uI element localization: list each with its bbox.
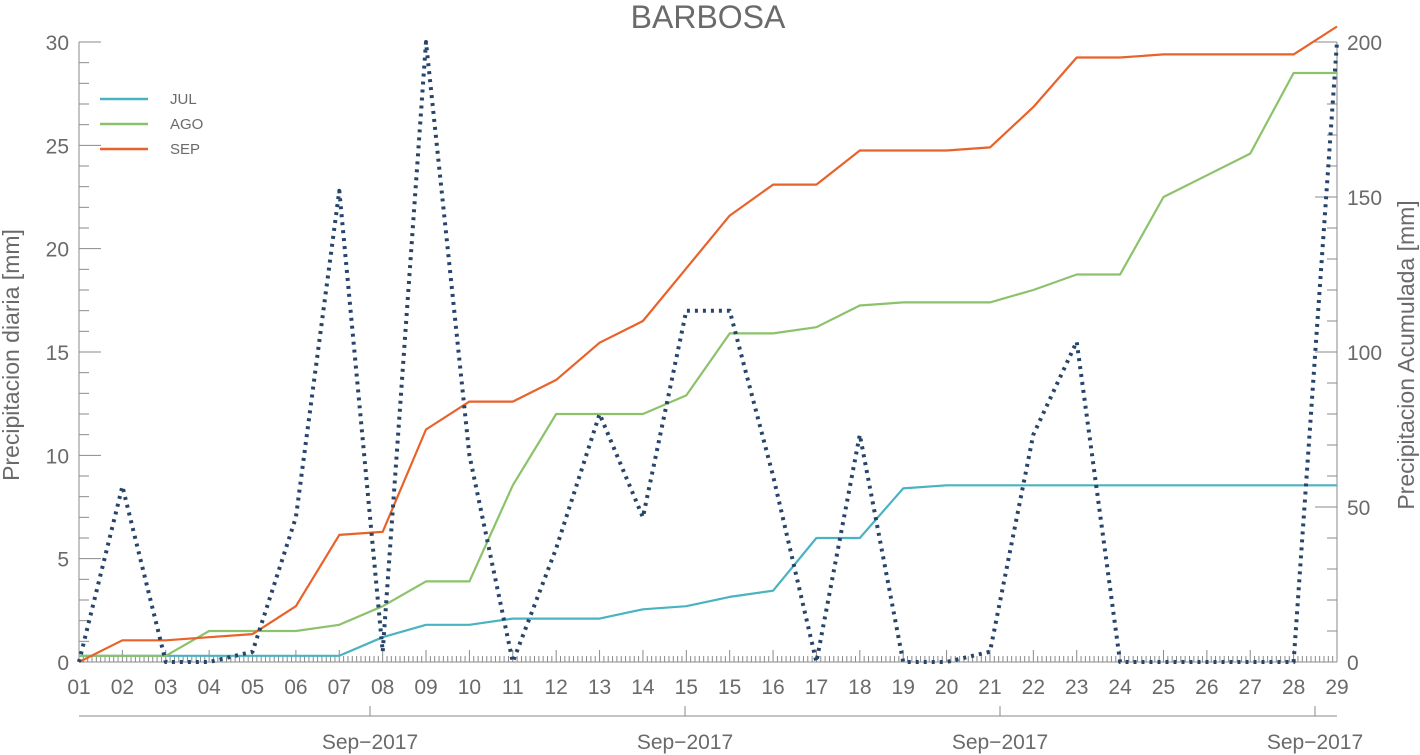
x-tick-label: 03 xyxy=(154,676,177,699)
left-tick-label: 25 xyxy=(46,135,69,158)
x-tick-label: 26 xyxy=(1195,676,1218,699)
date-tick-label: Sep−2017 xyxy=(952,731,1048,754)
left-tick-label: 15 xyxy=(46,342,69,365)
x-tick-label: 01 xyxy=(67,676,90,699)
chart-title: BARBOSA xyxy=(631,0,786,35)
x-tick-label: 21 xyxy=(978,676,1001,699)
series-line-sep xyxy=(78,25,1338,663)
left-y-axis-label: Precipitacion diaria [mm] xyxy=(0,229,24,481)
x-tick-label: 12 xyxy=(544,676,567,699)
right-tick-label: 50 xyxy=(1347,497,1370,520)
x-tick-label: 05 xyxy=(241,676,264,699)
x-tick-label: 10 xyxy=(458,676,481,699)
left-tick-label: 30 xyxy=(46,32,69,55)
right-tick-label: 100 xyxy=(1347,342,1382,365)
right-tick-label: 150 xyxy=(1347,187,1382,210)
x-tick-label: 11 xyxy=(502,676,524,699)
x-tick-label: 06 xyxy=(284,676,307,699)
series-layer xyxy=(77,25,1339,664)
x-tick-label: 15 xyxy=(675,676,698,699)
right-tick-label: 200 xyxy=(1347,32,1382,55)
x-tick-label: 20 xyxy=(935,676,958,699)
x-tick-label: 24 xyxy=(1108,676,1132,699)
x-tick-label: 28 xyxy=(1282,676,1305,699)
left-tick-label: 0 xyxy=(57,652,69,675)
x-tick-label: 29 xyxy=(1325,676,1348,699)
legend-label-jul: JUL xyxy=(170,91,197,108)
left-tick-label: 5 xyxy=(57,549,69,572)
series-line-daily xyxy=(77,40,1339,664)
x-tick-label: 27 xyxy=(1239,676,1262,699)
legend-label-sep: SEP xyxy=(170,141,200,158)
legend: JUL AGO SEP xyxy=(100,91,203,158)
series-line-ago xyxy=(79,71,1337,657)
x-tick-label: 18 xyxy=(848,676,871,699)
x-axis: 01 02 03 04 05 06 07 08 09 10 11 12 13 14 15 15 16 17 18 19… xyxy=(67,650,1363,754)
x-tick-label: 25 xyxy=(1152,676,1175,699)
x-tick-label: 09 xyxy=(414,676,437,699)
x-tick-label: 02 xyxy=(111,676,134,699)
x-tick-label: 08 xyxy=(371,676,394,699)
x-tick-label: 07 xyxy=(328,676,351,699)
date-tick-label: Sep−2017 xyxy=(1267,731,1363,754)
x-tick-label: 19 xyxy=(892,676,915,699)
left-y-axis: 0 5 10 15 20 25 30 xyxy=(46,32,101,675)
right-tick-label: 0 xyxy=(1347,652,1359,675)
x-tick-label: 16 xyxy=(761,676,784,699)
series-line-jul xyxy=(79,484,1337,657)
x-tick-label: 22 xyxy=(1022,676,1045,699)
left-tick-label: 20 xyxy=(46,239,69,262)
x-tick-label: 14 xyxy=(631,676,655,699)
right-y-axis: 0 50 100 150 200 xyxy=(1315,32,1382,675)
x-tick-label: 17 xyxy=(805,676,828,699)
date-tick-label: Sep−2017 xyxy=(322,731,418,754)
right-y-axis-label: Precipitacion Acumulada [mm] xyxy=(1393,200,1419,509)
x-tick-label: 13 xyxy=(588,676,611,699)
date-tick-label: Sep−2017 xyxy=(637,731,733,754)
x-tick-label: 04 xyxy=(197,676,221,699)
x-tick-label: 15 xyxy=(718,676,741,699)
left-tick-label: 10 xyxy=(46,445,69,468)
legend-label-ago: AGO xyxy=(170,116,203,133)
x-tick-label: 23 xyxy=(1065,676,1088,699)
plot-frame xyxy=(78,42,1338,663)
